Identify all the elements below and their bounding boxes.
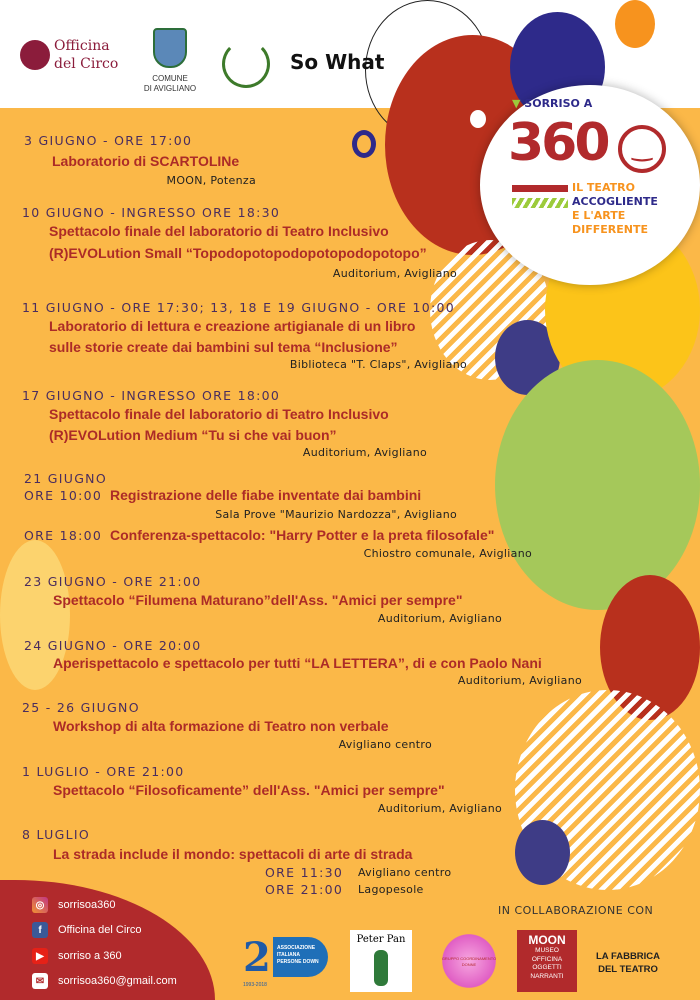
event-title: Laboratorio di SCARTOLINe bbox=[52, 153, 240, 169]
event-time: ORE 10:00 bbox=[24, 488, 103, 503]
social-label: sorrisoa360@gmail.com bbox=[58, 975, 177, 987]
moon-text: OFFICINA bbox=[531, 955, 563, 963]
deco-circle-white-dot bbox=[470, 110, 486, 128]
event-date: 23 GIUGNO - ORE 21:00 bbox=[24, 574, 202, 589]
event-title: Spettacolo finale del laboratorio di Tea… bbox=[49, 406, 389, 422]
event-time: ORE 11:30 bbox=[265, 865, 344, 880]
event-date: 8 LUGLIO bbox=[22, 827, 90, 842]
event-time: ORE 21:00 bbox=[265, 882, 344, 897]
moon-text: OGGETTI bbox=[532, 964, 562, 971]
email-link[interactable]: ✉ sorrisoa360@gmail.com bbox=[32, 973, 177, 989]
comune-avigliano-logo: COMUNE DI AVIGLIANO bbox=[140, 28, 200, 94]
event-location: Auditorium, Avigliano bbox=[377, 612, 502, 625]
event-location: Lagopesole bbox=[358, 883, 424, 896]
aipd-logo: 2 ASSOCIAZIONE ITALIANA PERSONE DOWN 199… bbox=[243, 935, 328, 990]
moon-logo: MOON MUSEO OFFICINA OGGETTI NARRANTI bbox=[517, 930, 577, 992]
event-location: MOON, Potenza bbox=[166, 174, 256, 187]
collab-heading: IN COLLABORAZIONE CON bbox=[498, 904, 654, 917]
event-location: Chiostro comunale, Avigliano bbox=[363, 547, 532, 560]
event-location: Sala Prove "Maurizio Nardozza", Aviglian… bbox=[215, 508, 457, 521]
deco-ring-navy bbox=[352, 130, 376, 158]
association-crest-logo bbox=[222, 40, 270, 88]
mail-icon: ✉ bbox=[32, 973, 48, 989]
event-title: (R)EVOLution Medium “Tu si che vai buon” bbox=[49, 427, 337, 443]
badge-sub2: ACCOGLIENTE bbox=[572, 195, 658, 208]
peterpan-text: Peter Pan bbox=[356, 934, 406, 945]
sorriso-360-badge: ▼ SORRISO A 360 ‿ IL TEATRO ACCOGLIENTE … bbox=[480, 85, 700, 285]
badge-sub1: IL TEATRO bbox=[572, 181, 635, 194]
badge-line1: SORRISO A bbox=[524, 97, 593, 110]
aipd-years: 1993-2018 bbox=[243, 982, 267, 988]
event-date: 10 GIUGNO - INGRESSO ORE 18:30 bbox=[22, 205, 281, 220]
fabbrica-text: DEL TEATRO bbox=[598, 964, 658, 975]
deco-circle-light bbox=[0, 540, 70, 690]
event-title: La strada include il mondo: spettacoli d… bbox=[53, 846, 413, 862]
deco-circle-navy-3 bbox=[515, 820, 570, 885]
social-label: Officina del Circo bbox=[58, 924, 142, 936]
event-title: Conferenza-spettacolo: "Harry Potter e l… bbox=[110, 527, 495, 543]
so-what-logo: So What bbox=[290, 50, 385, 74]
event-date: 25 - 26 GIUGNO bbox=[22, 700, 140, 715]
event-date: 3 GIUGNO - ORE 17:00 bbox=[24, 133, 193, 148]
event-title: Spettacolo “Filumena Maturano”dell'Ass. … bbox=[53, 592, 463, 608]
event-location: Avigliano centro bbox=[338, 738, 432, 751]
event-title: Spettacolo finale del laboratorio di Tea… bbox=[49, 223, 389, 239]
officina-text-2: del Circo bbox=[54, 56, 119, 72]
social-label: sorrisoa360 bbox=[58, 899, 116, 911]
event-title: Aperispettacolo e spettacolo per tutti “… bbox=[53, 655, 542, 671]
moon-text: MUSEO bbox=[535, 947, 559, 954]
event-location: Auditorium, Avigliano bbox=[457, 674, 582, 687]
aipd-text: ASSOCIAZIONE ITALIANA PERSONE DOWN bbox=[273, 937, 328, 977]
officina-text: Officina bbox=[54, 38, 110, 54]
gruppo-donne-logo: GRUPPO COORDINAMENTO DONNE bbox=[438, 930, 500, 992]
moon-text: NARRANTI bbox=[530, 972, 564, 980]
event-title: sulle storie create dai bambini sul tema… bbox=[49, 339, 398, 355]
instagram-icon: ◎ bbox=[32, 897, 48, 913]
deco-circle-green bbox=[495, 360, 700, 610]
event-location: Auditorium, Avigliano bbox=[302, 446, 427, 459]
instagram-link[interactable]: ◎ sorrisoa360 bbox=[32, 897, 115, 913]
comune-text: COMUNE bbox=[152, 74, 188, 83]
event-location: Avigliano centro bbox=[358, 866, 452, 879]
fabbrica-teatro-logo: LA FABBRICA DEL TEATRO bbox=[596, 950, 660, 976]
moon-text: MOON bbox=[528, 933, 566, 947]
event-date: 21 GIUGNO bbox=[24, 471, 107, 486]
facebook-link[interactable]: f Officina del Circo bbox=[32, 922, 142, 938]
event-title: Laboratorio di lettura e creazione artig… bbox=[49, 318, 416, 334]
event-date: 24 GIUGNO - ORE 20:00 bbox=[24, 638, 202, 653]
facebook-icon: f bbox=[32, 922, 48, 938]
event-date: 11 GIUGNO - ORE 17:30; 13, 18 E 19 GIUGN… bbox=[22, 300, 455, 315]
event-title: (R)EVOLution Small “Topodopotopodopotopo… bbox=[49, 245, 427, 261]
youtube-icon: ▶ bbox=[32, 948, 48, 964]
event-date: 1 LUGLIO - ORE 21:00 bbox=[22, 764, 185, 779]
badge-sub4: DIFFERENTE bbox=[572, 223, 648, 236]
event-location: Auditorium, Avigliano bbox=[332, 267, 457, 280]
comune-text-2: DI AVIGLIANO bbox=[143, 84, 197, 93]
event-title: Spettacolo “Filosoficamente” dell'Ass. "… bbox=[53, 782, 445, 798]
event-location: Auditorium, Avigliano bbox=[377, 802, 502, 815]
event-location: Biblioteca "T. Claps", Avigliano bbox=[289, 358, 467, 371]
youtube-link[interactable]: ▶ sorriso a 360 bbox=[32, 948, 122, 964]
event-title: Workshop di alta formazione di Teatro no… bbox=[53, 718, 389, 734]
smiley-icon: ‿ bbox=[618, 125, 666, 173]
badge-number: 360 bbox=[508, 113, 611, 173]
event-time: ORE 18:00 bbox=[24, 528, 103, 543]
peter-pan-logo: Peter Pan bbox=[350, 930, 412, 992]
deco-circle-orange bbox=[615, 0, 655, 48]
badge-sub3: E L'ARTE bbox=[572, 209, 626, 222]
fabbrica-text: LA FABBRICA bbox=[596, 951, 661, 962]
event-title: Registrazione delle fiabe inventate dai … bbox=[110, 487, 422, 503]
social-label: sorriso a 360 bbox=[58, 950, 122, 962]
event-date: 17 GIUGNO - INGRESSO ORE 18:00 bbox=[22, 388, 281, 403]
